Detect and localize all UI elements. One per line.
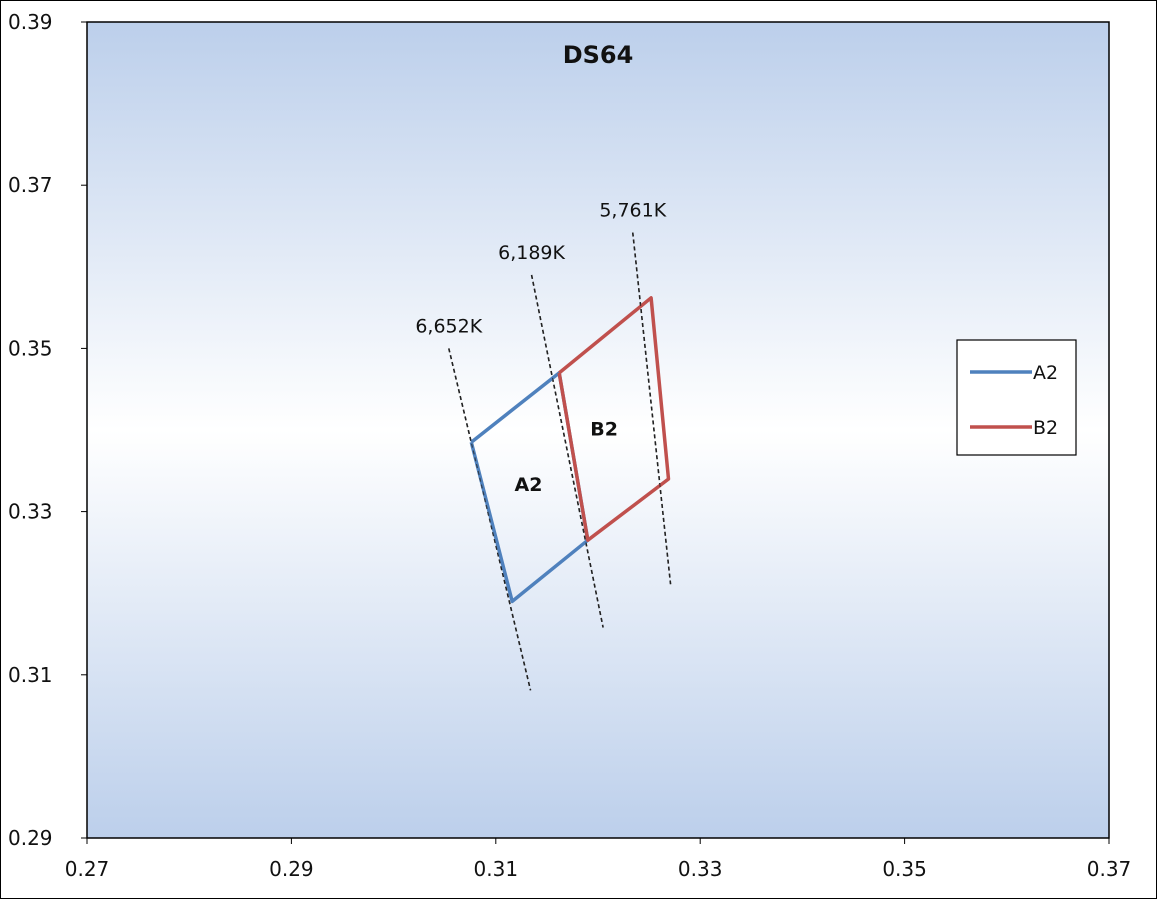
cct-line-overlay	[632, 232, 672, 585]
y-tick-label: 0.35	[8, 336, 53, 360]
y-axis: 0.29 0.31 0.33 0.35 0.37 0.39	[8, 10, 87, 850]
legend-label: A2	[1033, 362, 1058, 384]
annotations: A2 B2	[515, 419, 618, 496]
chart-title: DS64	[563, 41, 634, 69]
x-tick-label: 0.33	[678, 857, 723, 881]
plot-area	[86, 21, 1110, 839]
legend-box	[956, 339, 1077, 456]
x-tick-label: 0.31	[474, 857, 519, 881]
legend: A2 B2	[956, 339, 1077, 456]
y-tick-label: 0.31	[8, 663, 53, 687]
cct-line-overlay	[530, 274, 604, 628]
region-label: A2	[515, 474, 543, 496]
x-tick-label: 0.27	[65, 857, 110, 881]
cct-label: 5,761K	[599, 200, 666, 222]
series-group	[448, 232, 672, 691]
y-tick-label: 0.33	[8, 500, 53, 524]
x-tick-label: 0.37	[1087, 857, 1132, 881]
y-tick-label: 0.29	[8, 826, 53, 850]
region-label: B2	[590, 419, 618, 441]
cct-label: 6,652K	[415, 315, 482, 337]
legend-label: B2	[1033, 417, 1058, 439]
x-axis: 0.27 0.29 0.31 0.33 0.35 0.37	[65, 838, 1132, 881]
series-line-b2	[557, 296, 671, 542]
cct-line-overlay	[448, 348, 532, 691]
cct-label: 6,189K	[498, 242, 565, 264]
x-tick-label: 0.35	[882, 857, 927, 881]
x-tick-label: 0.29	[269, 857, 314, 881]
y-tick-label: 0.39	[8, 10, 53, 34]
y-tick-label: 0.37	[8, 173, 53, 197]
